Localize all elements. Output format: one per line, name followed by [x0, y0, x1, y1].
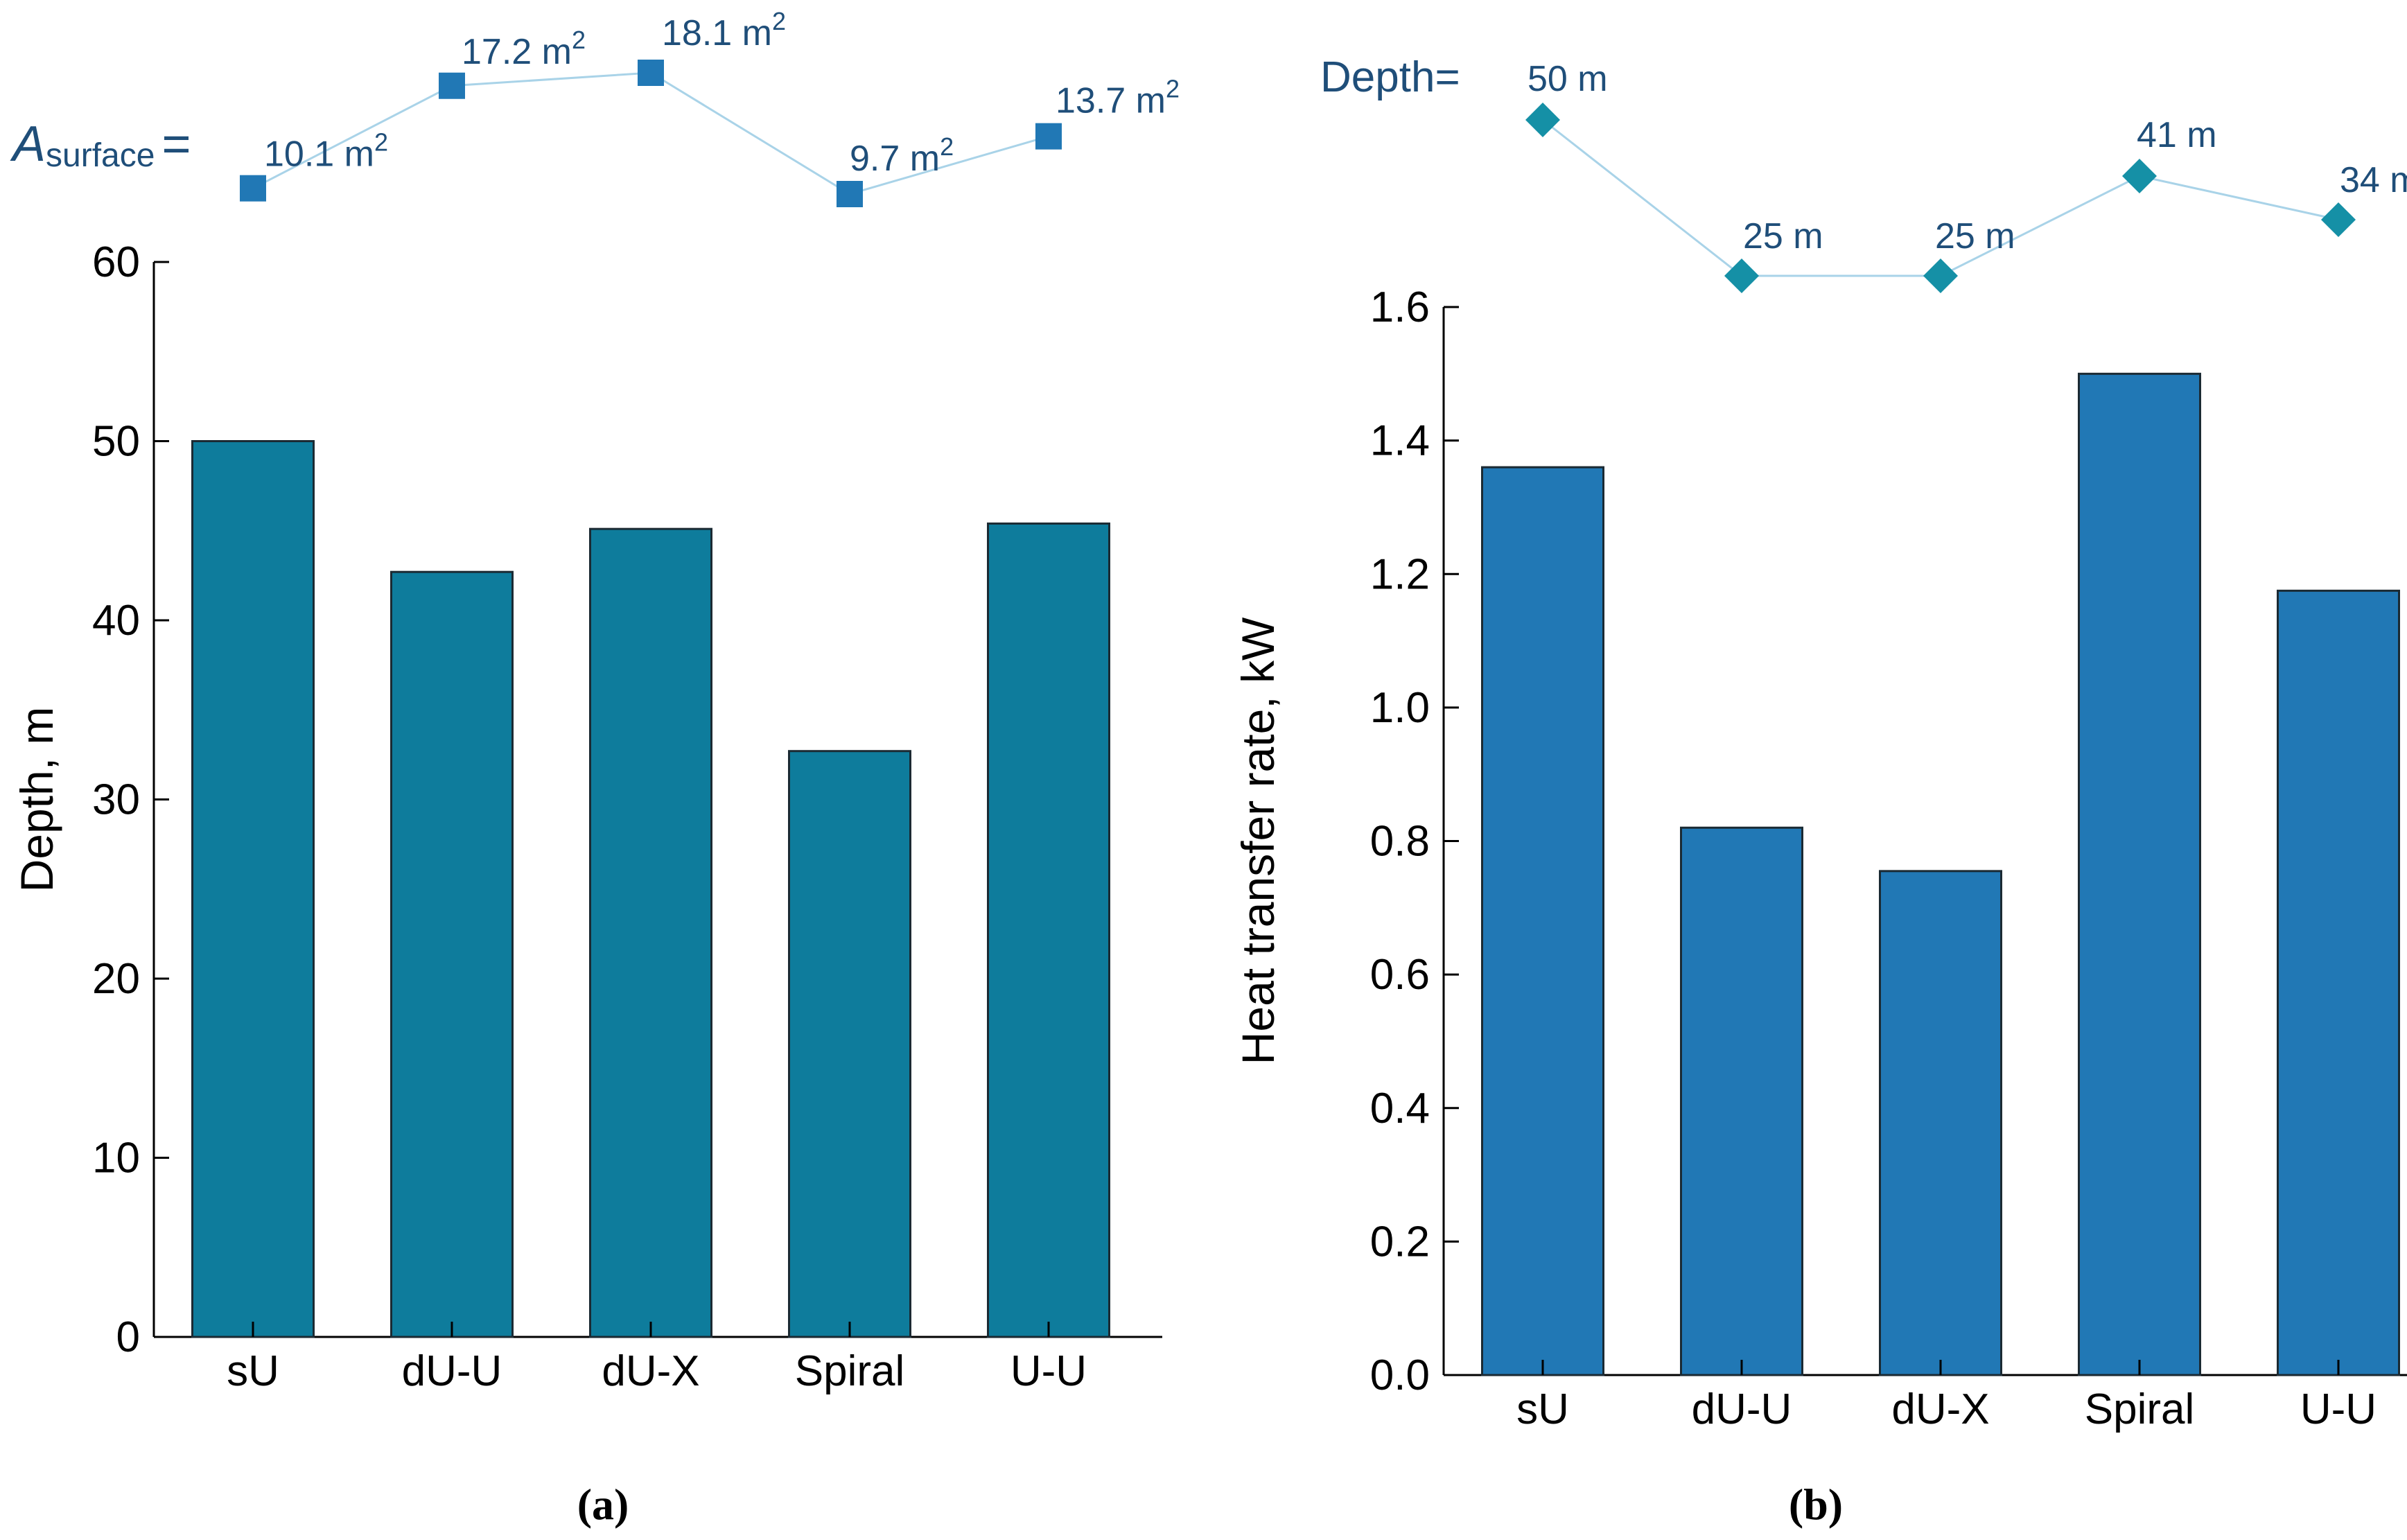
y-tick-label: 60 — [92, 238, 140, 286]
overlay-label: 17.2 m2 — [462, 26, 586, 72]
overlay-marker-diamond — [1724, 259, 1759, 293]
overlay-label: 25 m — [1935, 216, 2015, 256]
x-tick-label: dU-U — [1692, 1385, 1792, 1433]
overlay-label-superscript: 2 — [772, 7, 786, 35]
bar-u-u — [2277, 589, 2400, 1376]
overlay-label-value: 41 m — [2137, 115, 2217, 155]
overlay-label: 9.7 m2 — [850, 132, 954, 179]
x-tick-label: sU — [1516, 1385, 1569, 1433]
y-tick-label: 1.0 — [1370, 684, 1430, 732]
y-tick-label: 0.4 — [1370, 1085, 1430, 1132]
overlay-label-value: 13.7 m — [1056, 81, 1166, 121]
overlay-marker-square — [837, 181, 863, 207]
overlay-label-superscript: 2 — [1166, 75, 1180, 103]
overlay-label-superscript: 2 — [374, 128, 388, 157]
y-tick-label: 0.6 — [1370, 951, 1430, 999]
overlay-label: 13.7 m2 — [1056, 75, 1180, 121]
overlay-marker-diamond — [2321, 202, 2356, 237]
panel-a: 0 10 20 30 40 50 60 Depth, m sU dU-U dU-X Spiral U-U… — [10, 7, 1180, 1529]
overlay-label: 10.1 m2 — [264, 128, 388, 175]
bar-su — [191, 440, 315, 1338]
y-tick-label: 1.2 — [1370, 550, 1430, 598]
overlay-marker-diamond — [1525, 103, 1560, 137]
bar-du-x — [589, 527, 712, 1338]
overlay-label-superscript: 2 — [572, 26, 586, 54]
bar-du-x — [1879, 870, 2002, 1376]
x-tick-label: U-U — [2300, 1385, 2377, 1433]
overlay-label-value: 9.7 m — [850, 139, 940, 179]
x-tick-label: sU — [227, 1347, 279, 1395]
overlay-marker-diamond — [2122, 159, 2157, 193]
overlay-label: 25 m — [1743, 216, 1823, 256]
y-tick-label: 20 — [92, 955, 140, 1003]
panel-b: 0.0 0.2 0.4 0.6 0.8 1.0 1.2 1.4 1.6 Heat transfer… — [1232, 53, 2407, 1529]
bar-du-u — [1680, 826, 1803, 1376]
bar-spiral — [2078, 372, 2201, 1376]
y-tick-label: 10 — [92, 1135, 140, 1182]
overlay-label: 18.1 m2 — [662, 7, 786, 53]
y-axis-title: Heat transfer rate, kW — [1232, 617, 1284, 1065]
bar-u-u — [987, 522, 1110, 1338]
y-tick-label: 1.6 — [1370, 283, 1430, 331]
overlay-label: 41 m — [2137, 115, 2217, 155]
overlay-label-value: 25 m — [1743, 216, 1823, 256]
overlay-label-value: 17.2 m — [462, 32, 572, 72]
x-tick-label: Spiral — [2085, 1385, 2195, 1433]
overlay-marker-square — [240, 175, 266, 202]
x-tick-label: dU-X — [602, 1347, 699, 1395]
overlay-marker-square — [638, 60, 664, 86]
y-tick-label: 0.2 — [1370, 1218, 1430, 1266]
bar-su — [1481, 466, 1604, 1376]
x-tick-label: dU-U — [402, 1347, 502, 1395]
overlay-label-value: 18.1 m — [662, 13, 772, 53]
y-axis-title: Depth, m — [11, 707, 62, 893]
overlay-marker-square — [1035, 123, 1062, 150]
y-tick-label: 1.4 — [1370, 417, 1430, 465]
panel-label: (b) — [1789, 1480, 1843, 1529]
overlay-label-value: 34 m — [2340, 160, 2407, 200]
y-tick-label: 50 — [92, 418, 140, 466]
y-tick-label: 0.0 — [1370, 1351, 1430, 1399]
overlay-label: 50 m — [1528, 59, 1608, 99]
y-tick-label: 0 — [116, 1313, 140, 1361]
overlay-prefix-subscript: surface — [46, 137, 155, 174]
overlay-marker-square — [439, 72, 465, 99]
bar-spiral — [788, 750, 911, 1338]
overlay-prefix-equals: = — [161, 116, 191, 172]
x-tick-label: dU-X — [1891, 1385, 1989, 1433]
panel-label: (a) — [577, 1480, 629, 1529]
y-tick-label: 40 — [92, 597, 140, 645]
overlay-prefix-symbol: A — [10, 116, 46, 172]
bar-du-u — [390, 570, 514, 1338]
x-tick-label: Spiral — [795, 1347, 905, 1395]
y-tick-label: 30 — [92, 776, 140, 824]
overlay-marker-diamond — [1923, 259, 1958, 293]
overlay-label: 34 m — [2340, 160, 2407, 200]
overlay-label-value: 25 m — [1935, 216, 2015, 256]
y-tick-label: 0.8 — [1370, 818, 1430, 866]
overlay-label-value: 10.1 m — [264, 134, 374, 175]
overlay-label-value: 50 m — [1528, 59, 1608, 99]
overlay-label-superscript: 2 — [940, 132, 954, 161]
overlay-prefix: Depth= — [1320, 53, 1460, 101]
x-tick-label: U-U — [1010, 1347, 1087, 1395]
overlay-prefix: Asurface = — [10, 116, 191, 174]
